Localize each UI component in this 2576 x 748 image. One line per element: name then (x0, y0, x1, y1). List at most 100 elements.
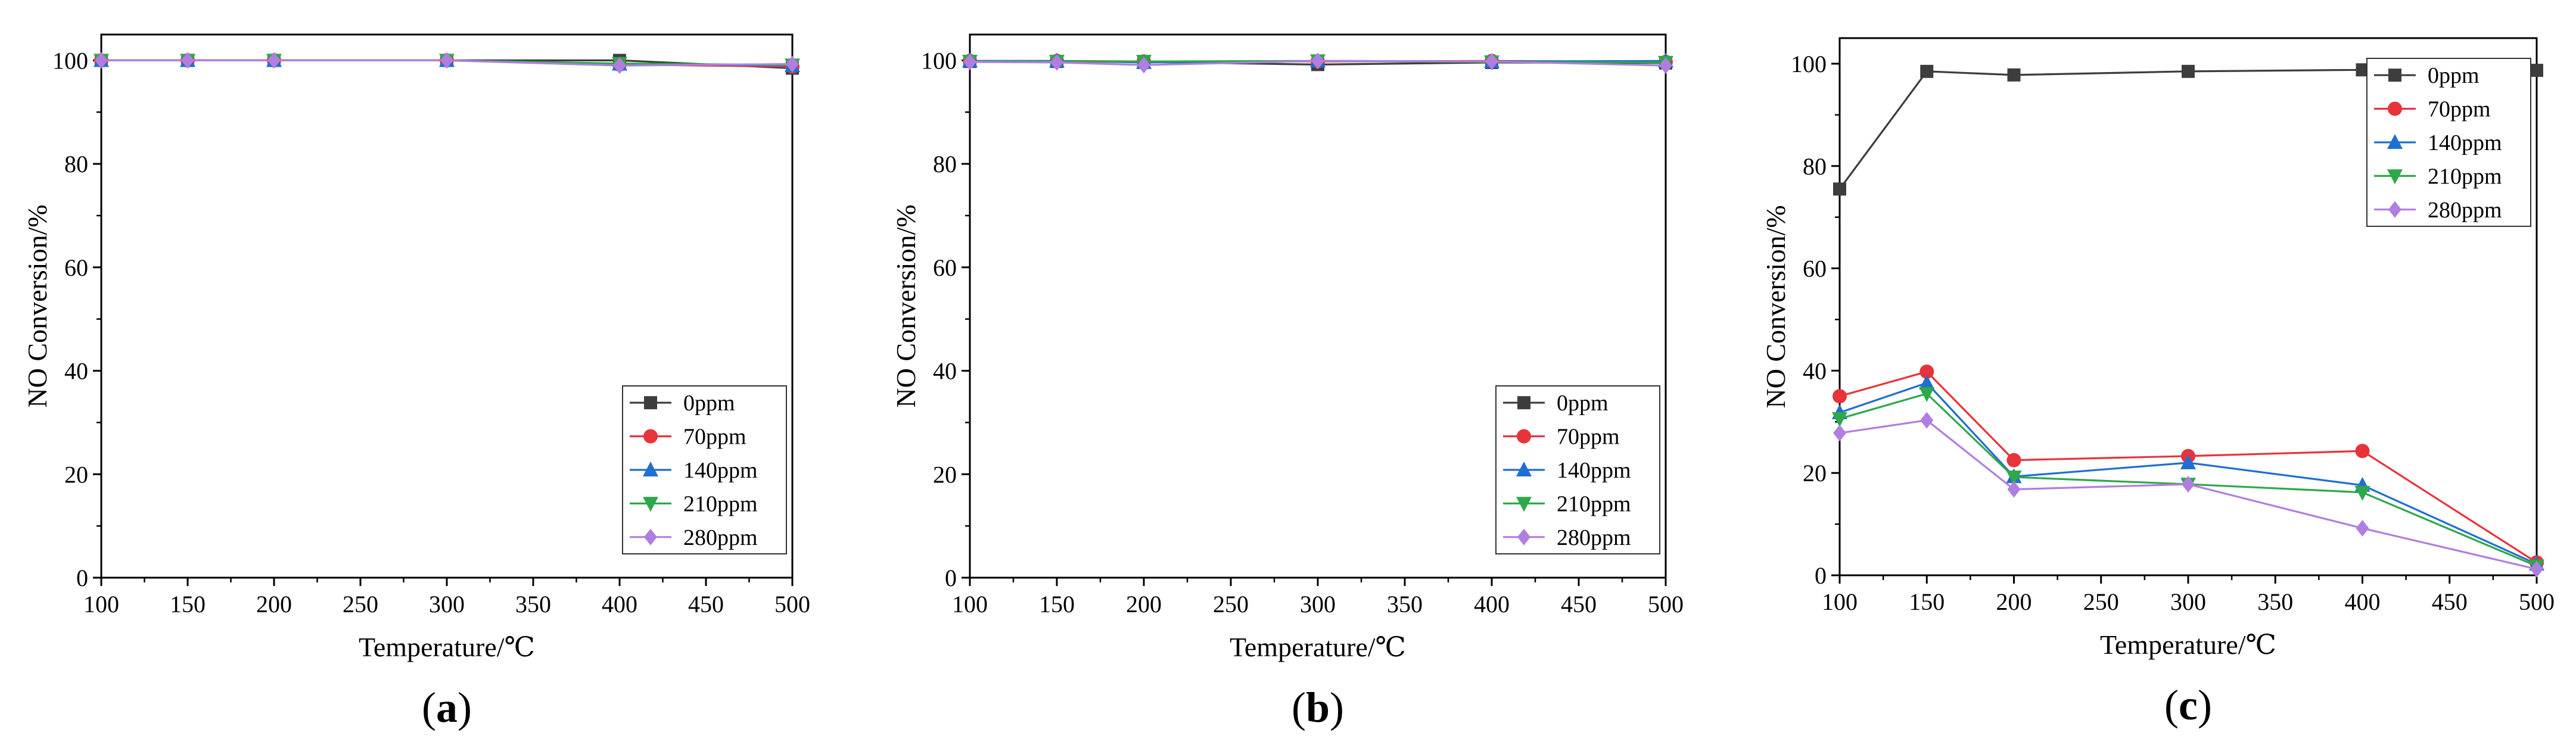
x-tick-label: 200 (1126, 591, 1162, 618)
legend-marker (643, 462, 658, 476)
y-tick-label: 0 (76, 565, 88, 591)
y-axis-title: NO Conversion/% (891, 204, 921, 407)
y-tick-label: 40 (1803, 357, 1827, 384)
legend-marker (644, 396, 657, 410)
x-tick-label: 100 (952, 591, 988, 618)
legend-label-0ppm: 0ppm (683, 391, 735, 416)
panel-label-close: ) (458, 684, 472, 731)
series-line-70ppm (1839, 370, 2537, 563)
series-280ppm (1833, 412, 2543, 578)
x-axis-title: Temperature/℃ (1230, 632, 1406, 662)
x-tick-label: 150 (1039, 591, 1075, 618)
data-point (1050, 54, 1063, 71)
legend-marker (1516, 497, 1532, 512)
legend-marker (644, 528, 657, 546)
y-tick-label: 80 (933, 151, 957, 177)
legend: 0ppm 70ppm 140ppm 210ppm 280ppm (2366, 58, 2531, 227)
data-point (2006, 453, 2021, 468)
data-point (1920, 64, 1934, 78)
legend-marker (1517, 396, 1530, 410)
data-point (1919, 387, 1935, 403)
y-tick-label: 0 (1815, 562, 1827, 589)
panel-label-letter: b (1306, 684, 1330, 731)
panel-label-open: ( (1292, 684, 1306, 731)
x-tick-label: 350 (1387, 591, 1423, 618)
y-axis-title: NO Conversion/% (22, 204, 52, 407)
chart-panel-c: 100 150 200 250 300 350 400 450 500 0 20 40 60 80 100 T… (1760, 37, 2555, 729)
legend-marker (2387, 169, 2403, 185)
series-line-140ppm (1839, 382, 2537, 565)
data-point (440, 52, 453, 69)
x-tick-label: 300 (2170, 588, 2206, 615)
legend-label-280ppm: 280ppm (2428, 198, 2502, 223)
data-point (1659, 57, 1672, 74)
data-point (2006, 470, 2022, 486)
data-point (1919, 374, 1935, 389)
x-tick-label: 250 (343, 591, 378, 618)
x-tick-label: 250 (2083, 588, 2119, 615)
data-point (2354, 485, 2370, 501)
x-tick-label: 350 (515, 591, 551, 618)
data-point (2530, 560, 2543, 578)
legend-marker (1516, 462, 1532, 476)
series-line-280ppm (969, 60, 1666, 67)
x-axis-title: Temperature/℃ (2100, 629, 2276, 660)
legend-marker (2388, 101, 2402, 116)
x-tick-label: 450 (1561, 591, 1597, 618)
legend-label-140ppm: 140ppm (2428, 130, 2502, 155)
data-point (2355, 444, 2370, 459)
panel-label-letter: c (2179, 681, 2198, 729)
data-point (2182, 64, 2195, 78)
x-tick-label: 150 (170, 591, 206, 618)
legend-label-0ppm: 0ppm (1557, 391, 1609, 416)
y-tick-label: 20 (933, 461, 957, 488)
legend-label-70ppm: 70ppm (2428, 97, 2491, 122)
legend-marker (643, 497, 658, 512)
panel-label-open: ( (2164, 681, 2179, 729)
data-point (2180, 454, 2196, 470)
legend: 0ppm 70ppm 140ppm 210ppm 280ppm (1495, 385, 1660, 554)
y-tick-label: 60 (64, 254, 88, 281)
x-tick-label: 400 (2345, 588, 2381, 615)
y-tick-label: 0 (945, 565, 957, 591)
y-tick-label: 100 (921, 47, 957, 74)
legend-label-140ppm: 140ppm (1557, 458, 1631, 483)
data-point (963, 54, 976, 71)
y-tick-label: 20 (64, 461, 88, 488)
data-point (1833, 425, 1846, 442)
x-tick-label: 200 (1996, 588, 2032, 615)
data-point (267, 52, 281, 69)
panel-label-close: ) (2198, 681, 2212, 729)
data-point (2007, 481, 2021, 498)
legend-marker (1517, 528, 1530, 546)
data-point (2182, 476, 2195, 493)
x-tick-label: 250 (1213, 591, 1249, 618)
data-point (181, 52, 194, 69)
y-axis-title: NO Conversion/% (1760, 205, 1791, 408)
legend-label-210ppm: 210ppm (2428, 164, 2502, 189)
data-point (786, 55, 799, 73)
y-tick-label: 40 (64, 358, 88, 385)
x-tick-label: 500 (2519, 588, 2555, 615)
y-tick-label: 60 (1803, 255, 1827, 282)
x-axis-title: Temperature/℃ (359, 632, 535, 662)
legend-marker (643, 429, 658, 444)
panel-label: (b) (1292, 684, 1344, 731)
legend-marker (2387, 134, 2403, 149)
x-tick-label: 100 (1822, 588, 1858, 615)
data-point (1920, 412, 1934, 429)
legend-label-280ppm: 280ppm (683, 525, 758, 550)
data-point (1485, 53, 1498, 70)
panel-label-letter: a (436, 684, 458, 731)
data-point (1311, 52, 1324, 70)
x-tick-label: 300 (429, 591, 465, 618)
data-point (1833, 389, 1847, 404)
legend: 0ppm 70ppm 140ppm 210ppm 280ppm (622, 385, 787, 554)
legend-marker (2388, 68, 2401, 82)
data-point (1137, 57, 1150, 74)
legend-marker (1517, 429, 1531, 444)
legend-label-210ppm: 210ppm (683, 491, 758, 516)
legend-label-140ppm: 140ppm (683, 458, 758, 483)
chart-panel-b: 100 150 200 250 300 350 400 450 500 0 20 40 60 80 100 T… (891, 33, 1684, 731)
